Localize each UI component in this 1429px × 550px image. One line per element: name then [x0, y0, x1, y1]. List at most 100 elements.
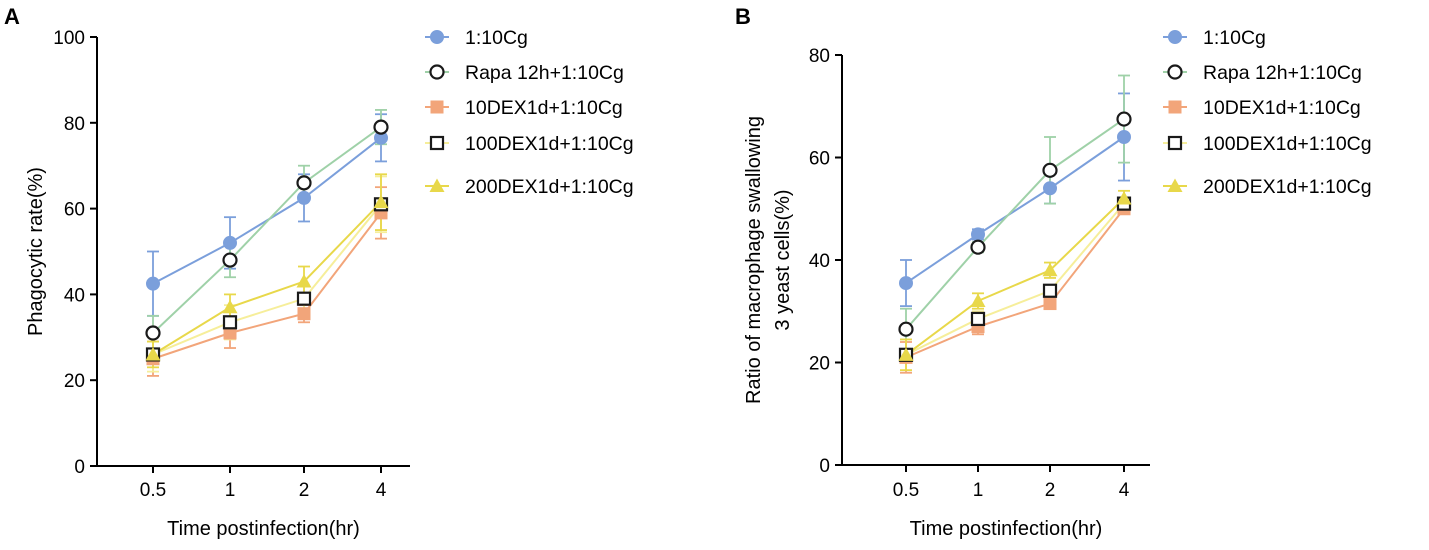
panel-b-y-tick-label: 40 [809, 251, 830, 272]
panel-a-x-tick-label: 1 [225, 480, 236, 501]
panel-a-legend-entry: 200DEX1d+1:10Cg [425, 176, 634, 198]
panel-b-data-point [970, 293, 986, 307]
panel-b-series-line-3 [905, 202, 1125, 356]
panel-b-series-line-1 [905, 118, 1125, 330]
panel-a-series-line-0 [152, 137, 382, 285]
panel-b-series-line-0 [905, 136, 1125, 284]
panel-a-data-point [222, 299, 238, 314]
panel-b-data-point [970, 311, 986, 327]
panel-b-legend-entry: 10DEX1d+1:10Cg [1163, 97, 1361, 119]
panel-b-legend-label: 200DEX1d+1:10Cg [1203, 176, 1372, 198]
panel-a-legend-entry: 1:10Cg [425, 27, 528, 49]
panel-a-legend-label: Rapa 12h+1:10Cg [465, 62, 624, 84]
panel-a-letter: A [4, 4, 20, 29]
panel-a-y-tick-label: 80 [64, 114, 85, 135]
panel-a-legend-entry: Rapa 12h+1:10Cg [425, 62, 624, 84]
panel-a-legend-entry: 100DEX1d+1:10Cg [425, 133, 634, 155]
panel-b-legend: 1:10Cg Rapa 12h+1:10Cg 10DEX1d+1:10Cg 100DE… [1163, 27, 1372, 198]
panel-a-y-tick-label: 40 [64, 285, 85, 306]
panel-b-x-axis-title: Time postinfection(hr) [910, 518, 1103, 540]
panel-b-data-point [1116, 191, 1132, 205]
panel-b-data-point [970, 239, 986, 255]
panel-b-x-tick-label: 1 [973, 480, 984, 501]
panel-b-data-point [1042, 262, 1058, 277]
panel-a-data-point [145, 325, 161, 341]
panel-b-legend-label: Rapa 12h+1:10Cg [1203, 62, 1362, 84]
panel-b-data-point [1117, 130, 1131, 144]
panel-b-x-tick-label: 4 [1119, 480, 1130, 501]
panel-a-legend-marker [429, 64, 445, 80]
panel-b-y-axis-title-line2: 3 yeast cells(%) [772, 189, 794, 330]
panel-a-data-point [373, 194, 389, 209]
panel-b-data-point [1043, 181, 1057, 196]
panel-b-data-point [1116, 111, 1132, 127]
panel-b-x-tick-label: 0.5 [893, 480, 919, 501]
panel-a-data-point [373, 119, 389, 135]
panel-a-legend-label: 10DEX1d+1:10Cg [465, 97, 623, 119]
panel-a-data-point [222, 252, 238, 268]
panel-b-legend-entry: 200DEX1d+1:10Cg [1163, 176, 1372, 198]
panel-a-legend-marker [429, 178, 445, 192]
panel-b-series-line-2 [905, 208, 1125, 359]
panel-b-legend-label: 1:10Cg [1203, 27, 1266, 49]
panel-a-legend-marker [429, 135, 445, 151]
panel-b-legend-label: 100DEX1d+1:10Cg [1203, 133, 1372, 155]
panel-b-data-point [898, 321, 914, 337]
panel-b-y-tick-label: 80 [809, 46, 830, 67]
panel-a-data-point [222, 315, 238, 330]
panel-a-x-axis-title: Time postinfection(hr) [167, 518, 360, 540]
panel-b-data-point [899, 276, 913, 291]
panel-b: B 0 20 40 60 80 0.5 1 2 4 Time postinfection(hr) Ra… [735, 4, 1372, 540]
panel-b-legend-marker [1168, 100, 1182, 114]
panel-a-data-point [296, 291, 312, 306]
panel-a-y-tick-label: 0 [74, 457, 85, 478]
panel-b-y-tick-label: 60 [809, 149, 830, 170]
panel-b-x-tick-label: 2 [1045, 480, 1056, 501]
panel-b-legend-entry: 100DEX1d+1:10Cg [1163, 133, 1372, 155]
panel-b-legend-entry: Rapa 12h+1:10Cg [1163, 62, 1362, 84]
panel-a-data-point [296, 175, 312, 191]
panel-a-series-line-1 [152, 126, 382, 334]
panel-a-legend-label: 1:10Cg [465, 27, 528, 49]
panel-b-legend-entry: 1:10Cg [1163, 27, 1266, 49]
panel-a-data-point [223, 235, 237, 250]
panel-a-legend-marker [430, 30, 444, 44]
panel-b-series-line-4 [905, 197, 1125, 356]
panel-a-data-point [297, 190, 311, 205]
panel-a-x-tick-label: 0.5 [140, 480, 166, 501]
panel-b-legend-marker [1168, 30, 1182, 44]
panel-a-data-point [223, 326, 237, 340]
panel-a-legend-entry: 10DEX1d+1:10Cg [425, 97, 623, 119]
panel-a-data-point [297, 307, 311, 321]
panel-a-series-line-2 [152, 212, 382, 360]
panel-a-data-point [145, 346, 161, 361]
panel-a-y-tick-label: 20 [64, 371, 85, 392]
panel-b-data-point [971, 227, 985, 242]
panel-a-data-point [296, 274, 312, 288]
panel-a-series-line-4 [152, 201, 382, 356]
panel-b-data-point [898, 347, 914, 361]
panel-b-data-point [1042, 283, 1058, 298]
panel-a-y-tick-label: 60 [64, 200, 85, 221]
panel-b-legend-label: 10DEX1d+1:10Cg [1203, 97, 1361, 119]
panel-a-x-tick-label: 4 [376, 480, 387, 501]
panel-a-x-tick-label: 2 [299, 480, 310, 501]
panel-a: A 0 20 40 60 80 100 0.5 1 2 4 Time postinfection(hr… [4, 4, 634, 540]
panel-a-legend-label: 200DEX1d+1:10Cg [465, 176, 634, 198]
panel-a-series-line-3 [152, 203, 382, 356]
panel-a-data-point [146, 276, 160, 291]
panel-b-y-tick-label: 0 [819, 456, 830, 477]
panel-b-legend-marker [1167, 135, 1183, 151]
panel-b-data-point [1043, 297, 1057, 311]
panel-a-legend: 1:10Cg Rapa 12h+1:10Cg 10DEX1d+1:10Cg 100DE… [425, 27, 634, 198]
panel-b-legend-marker [1167, 178, 1183, 192]
panel-b-letter: B [735, 4, 751, 29]
panel-b-data-point [1042, 162, 1058, 178]
panel-b-y-axis-title: Ratio of macrophage swallowing [743, 116, 765, 404]
panel-b-y-tick-label: 20 [809, 354, 830, 375]
panel-b-legend-marker [1167, 64, 1183, 80]
panel-a-legend-label: 100DEX1d+1:10Cg [465, 133, 634, 155]
panel-a-y-axis-title: Phagocytic rate(%) [25, 167, 47, 336]
panel-a-legend-marker [430, 100, 444, 114]
